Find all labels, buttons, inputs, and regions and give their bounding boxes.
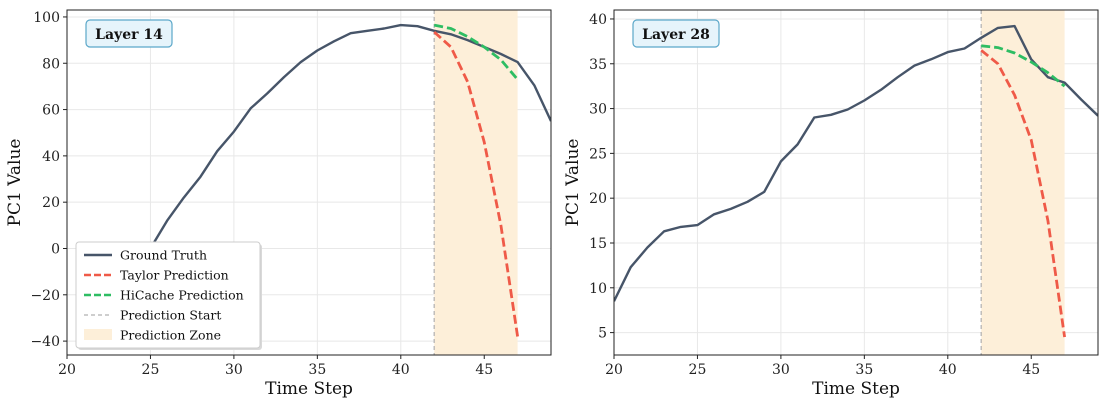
y-tick-label: 100 xyxy=(33,10,60,26)
x-tick-label: 40 xyxy=(939,362,957,378)
y-tick-label: 5 xyxy=(598,326,607,342)
y-tick-label: −40 xyxy=(30,334,60,350)
layer-label-box xyxy=(85,19,173,48)
x-tick-label: 30 xyxy=(225,362,243,378)
y-tick-label: 25 xyxy=(589,146,607,162)
prediction-zone xyxy=(434,10,518,355)
x-tick-label: 35 xyxy=(855,362,873,378)
plot-frame xyxy=(613,9,1099,356)
y-tick-label: 30 xyxy=(589,102,607,118)
legend-label-prediction-zone: Prediction Zone xyxy=(120,328,221,343)
y-axis-label: PC1 Value xyxy=(563,139,583,227)
x-tick-label: 25 xyxy=(142,362,160,378)
layer-label: Layer 28 xyxy=(642,27,710,43)
y-tick-label: 10 xyxy=(589,281,607,297)
y-tick-label: 20 xyxy=(42,195,60,211)
y-tick-label: 0 xyxy=(51,241,60,257)
series-line-ground-truth xyxy=(614,24,1098,302)
legend-box xyxy=(75,241,261,349)
y-axis-label: PC1 Value xyxy=(5,139,25,227)
y-tick-label: 15 xyxy=(589,236,607,252)
chart-panel-2: 20 25 30 35 40 45 5 10 15 20 25 30 35 40 Time Step PC1 … xyxy=(563,9,1099,399)
prediction-zone xyxy=(981,10,1065,355)
legend-label-taylor-prediction: Taylor Prediction xyxy=(120,268,229,283)
y-tick-label: 20 xyxy=(589,191,607,207)
legend-label-hicache-prediction: HiCache Prediction xyxy=(120,288,244,303)
y-tick-label: 35 xyxy=(589,57,607,73)
x-tick-label: 45 xyxy=(1022,362,1040,378)
y-tick-label: 80 xyxy=(42,56,60,72)
plot-frame xyxy=(66,9,552,356)
y-tick-label: 40 xyxy=(589,12,607,28)
x-tick-label: 20 xyxy=(58,362,76,378)
legend: Ground Truth Taylor Prediction HiCache Pre… xyxy=(75,241,262,350)
legend-label-ground-truth: Ground Truth xyxy=(120,248,207,263)
y-tick-label: 40 xyxy=(42,149,60,165)
legend-swatch-prediction-zone xyxy=(84,329,112,340)
layer-label-box xyxy=(632,19,720,48)
series-line-hicache-prediction xyxy=(981,44,1066,88)
x-axis-label: Time Step xyxy=(812,379,900,399)
series-line-taylor-prediction xyxy=(433,30,519,337)
series-line-hicache-prediction xyxy=(433,23,519,81)
series-line-taylor-prediction xyxy=(980,49,1066,338)
x-tick-label: 25 xyxy=(689,362,707,378)
chart-panel-1: 20 25 30 35 40 45 −40 −20 0 20 40 60 80 100 Time Step P… xyxy=(5,9,552,399)
y-tick-label: 60 xyxy=(42,103,60,119)
x-tick-label: 45 xyxy=(475,362,493,378)
x-tick-label: 20 xyxy=(605,362,623,378)
y-tick-label: −20 xyxy=(30,288,60,304)
legend-label-prediction-start: Prediction Start xyxy=(120,308,221,323)
x-axis-label: Time Step xyxy=(265,379,353,399)
layer-label: Layer 14 xyxy=(95,27,163,43)
x-tick-label: 35 xyxy=(308,362,326,378)
x-tick-label: 30 xyxy=(772,362,790,378)
x-tick-label: 40 xyxy=(392,362,410,378)
